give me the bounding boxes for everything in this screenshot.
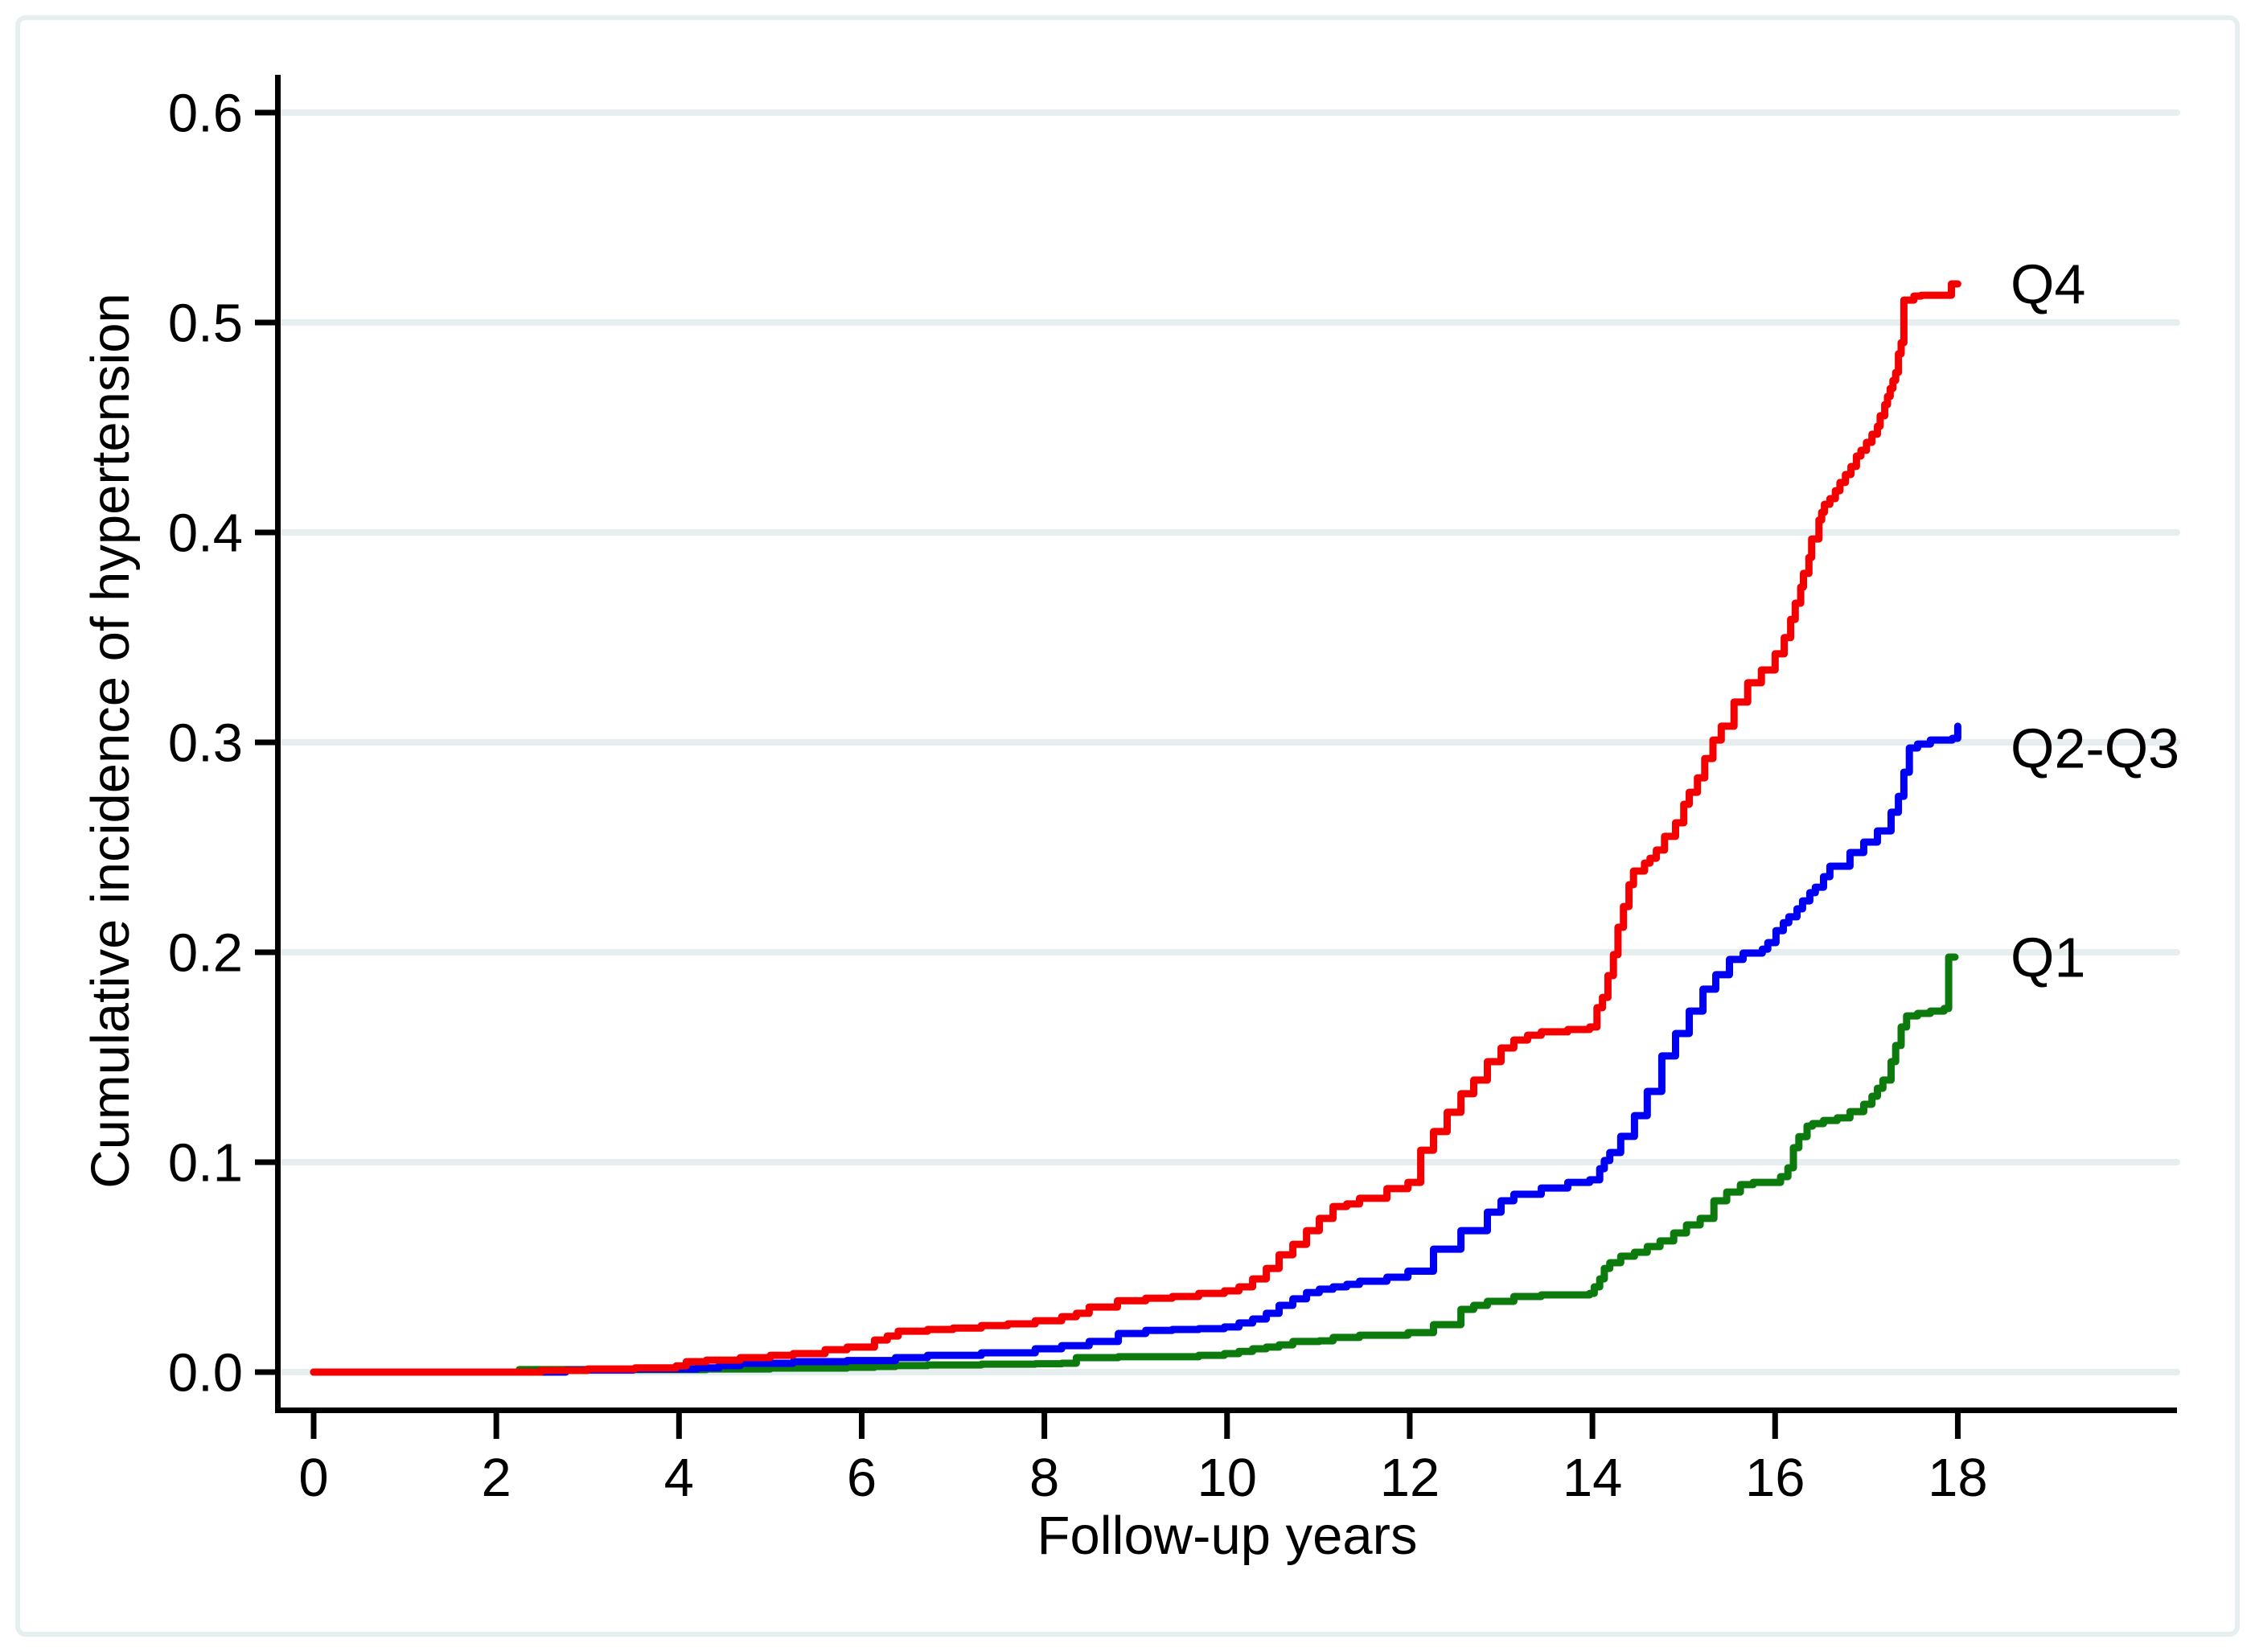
y-tick-label-0.1: 0.1 bbox=[168, 1132, 243, 1193]
x-tick-label-10: 10 bbox=[1197, 1448, 1258, 1508]
gridlines-layer bbox=[276, 109, 2180, 1375]
x-tick-label-14: 14 bbox=[1563, 1448, 1623, 1508]
legend-label-q2-q3: Q2-Q3 bbox=[2011, 717, 2179, 780]
graph-region-border bbox=[15, 15, 2240, 1637]
x-tick-label-18: 18 bbox=[1928, 1448, 1988, 1508]
x-tick-label-0: 0 bbox=[298, 1448, 328, 1508]
legend-label-q4: Q4 bbox=[2011, 253, 2085, 316]
y-tick-label-0.3: 0.3 bbox=[168, 713, 243, 773]
curves-layer bbox=[310, 280, 1961, 1376]
y-tick-label-0.2: 0.2 bbox=[168, 923, 243, 983]
y-tick-label-0.6: 0.6 bbox=[168, 83, 243, 143]
y-axis-title: Cumulative incidence of hypertension bbox=[80, 293, 141, 1189]
y-tick-label-0.4: 0.4 bbox=[168, 503, 243, 563]
curve-q1 bbox=[310, 953, 1959, 1376]
axes-layer bbox=[255, 75, 2177, 1439]
y-tick-label-0.5: 0.5 bbox=[168, 293, 243, 353]
x-axis-title: Follow-up years bbox=[1037, 1506, 1418, 1566]
x-tick-label-6: 6 bbox=[847, 1448, 877, 1508]
tick-labels-layer: 0.0 0.1 0.2 0.3 0.4 0.5 0.6 0 2 4 6 8 10 12 14 16 18 bbox=[168, 83, 1988, 1508]
x-tick-label-16: 16 bbox=[1745, 1448, 1805, 1508]
y-tick-label-0.0: 0.0 bbox=[168, 1342, 243, 1403]
x-tick-label-12: 12 bbox=[1380, 1448, 1440, 1508]
x-tick-label-2: 2 bbox=[482, 1448, 511, 1508]
x-tick-label-4: 4 bbox=[664, 1448, 694, 1508]
x-tick-label-8: 8 bbox=[1029, 1448, 1059, 1508]
curve-q4 bbox=[310, 280, 1961, 1376]
legend-label-q1: Q1 bbox=[2011, 927, 2085, 989]
curve-q2-q3 bbox=[310, 722, 1961, 1376]
